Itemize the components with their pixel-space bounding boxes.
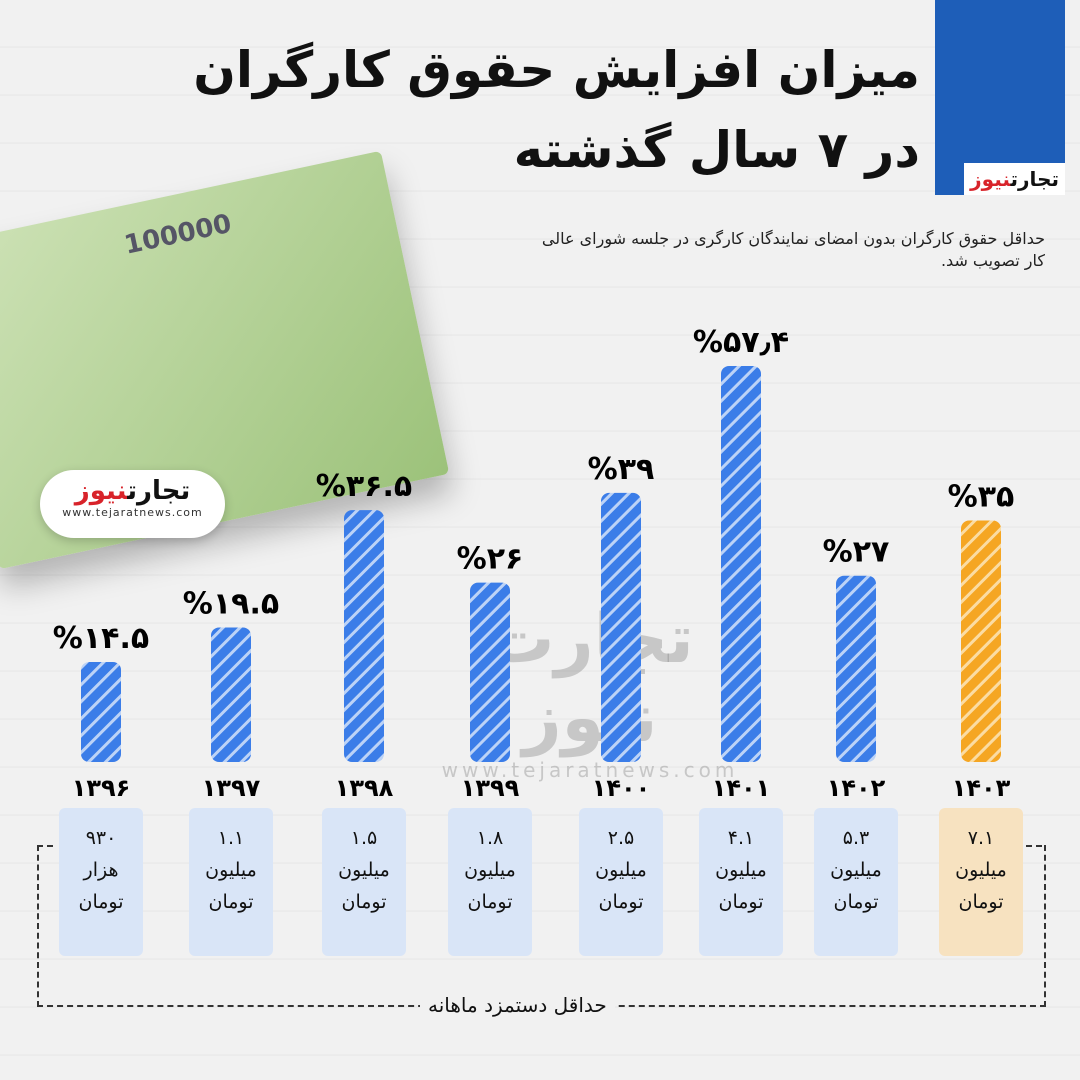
wage-box: ۲.۵ میلیون تومان (579, 808, 663, 956)
bar (344, 510, 384, 762)
wage-box: ۵.۳ میلیون تومان (814, 808, 898, 956)
x-tick-label: ۱۴۰۳ (952, 774, 1011, 802)
wage-currency: تومان (833, 891, 879, 913)
data-label: %۲۶ (457, 542, 524, 577)
wage-unit: میلیون (830, 859, 882, 881)
bar (211, 627, 251, 762)
brand-badge: تجارتنیوز www.tejaratnews.com (40, 470, 225, 538)
data-label: %۳۹ (588, 452, 655, 487)
wage-currency: تومان (598, 891, 644, 913)
wage-unit: میلیون (205, 859, 257, 881)
frame-corner (1026, 845, 1042, 847)
brand-logo: تجارتنیوز (935, 0, 1065, 195)
frame-corner (37, 845, 53, 847)
bar (601, 492, 641, 762)
wage-box: ۴.۱ میلیون تومان (699, 808, 783, 956)
wage-amount: ۷.۱ (967, 827, 995, 849)
x-tick-label: ۱۳۹۶ (72, 774, 131, 802)
title-line-1: میزان افزایش حقوق کارگران (193, 41, 920, 99)
bar (81, 661, 121, 762)
data-label: %۱۹.۵ (183, 586, 279, 621)
logo-text: تجارتنیوز (964, 163, 1065, 195)
page-title: میزان افزایش حقوق کارگران در ۷ سال گذشته (193, 30, 920, 190)
x-tick-label: ۱۳۹۹ (461, 774, 520, 802)
wage-frame-label: حداقل دستمزد ماهانه (420, 993, 615, 1017)
wage-currency: تومان (78, 891, 124, 913)
bar (836, 575, 876, 762)
wage-unit: میلیون (715, 859, 767, 881)
wage-amount: ۲.۵ (607, 827, 635, 849)
wage-unit: میلیون (464, 859, 516, 881)
wage-unit: میلیون (338, 859, 390, 881)
wage-box: ۷.۱ میلیون تومان (939, 808, 1023, 956)
wage-box: ۹۳۰ هزار تومان (59, 808, 143, 956)
brand-url: www.tejaratnews.com (62, 506, 203, 519)
wage-amount: ۱.۸ (476, 827, 504, 849)
wage-box: ۱.۸ میلیون تومان (448, 808, 532, 956)
wage-amount: ۱.۱ (217, 827, 245, 849)
x-tick-label: ۱۳۹۷ (202, 774, 261, 802)
wage-box: ۱.۱ میلیون تومان (189, 808, 273, 956)
wage-amount: ۵.۳ (842, 827, 870, 849)
wage-unit: میلیون (595, 859, 647, 881)
wage-unit: هزار (83, 859, 119, 881)
wage-box: ۱.۵ میلیون تومان (322, 808, 406, 956)
bar (961, 520, 1001, 762)
x-tick-label: ۱۴۰۰ (592, 774, 651, 802)
wage-amount: ۴.۱ (727, 827, 755, 849)
x-tick-label: ۱۴۰۲ (827, 774, 886, 802)
wage-currency: تومان (718, 891, 764, 913)
wage-frame (37, 845, 1046, 1007)
wage-amount: ۹۳۰ (85, 827, 117, 849)
data-label: %۳۶.۵ (316, 469, 412, 504)
wage-currency: تومان (467, 891, 513, 913)
brand-name: تجارتنیوز (74, 476, 191, 506)
x-tick-label: ۱۳۹۸ (335, 774, 394, 802)
wage-currency: تومان (341, 891, 387, 913)
wage-unit: میلیون (955, 859, 1007, 881)
wage-currency: تومان (958, 891, 1004, 913)
title-line-2: در ۷ سال گذشته (513, 121, 920, 179)
data-label: %۵۷٫۴ (693, 325, 789, 360)
data-label: %۳۵ (948, 480, 1015, 515)
watermark: تجارت نیوز www.tejaratnews.com (441, 600, 739, 782)
data-label: %۱۴.۵ (53, 621, 149, 656)
x-tick-label: ۱۴۰۱ (712, 774, 771, 802)
wage-currency: تومان (208, 891, 254, 913)
wage-amount: ۱.۵ (350, 827, 378, 849)
bar (721, 365, 761, 762)
data-label: %۲۷ (823, 535, 890, 570)
subtitle: حداقل حقوق کارگران بدون امضای نمایندگان … (541, 229, 1045, 270)
bar (470, 582, 510, 762)
